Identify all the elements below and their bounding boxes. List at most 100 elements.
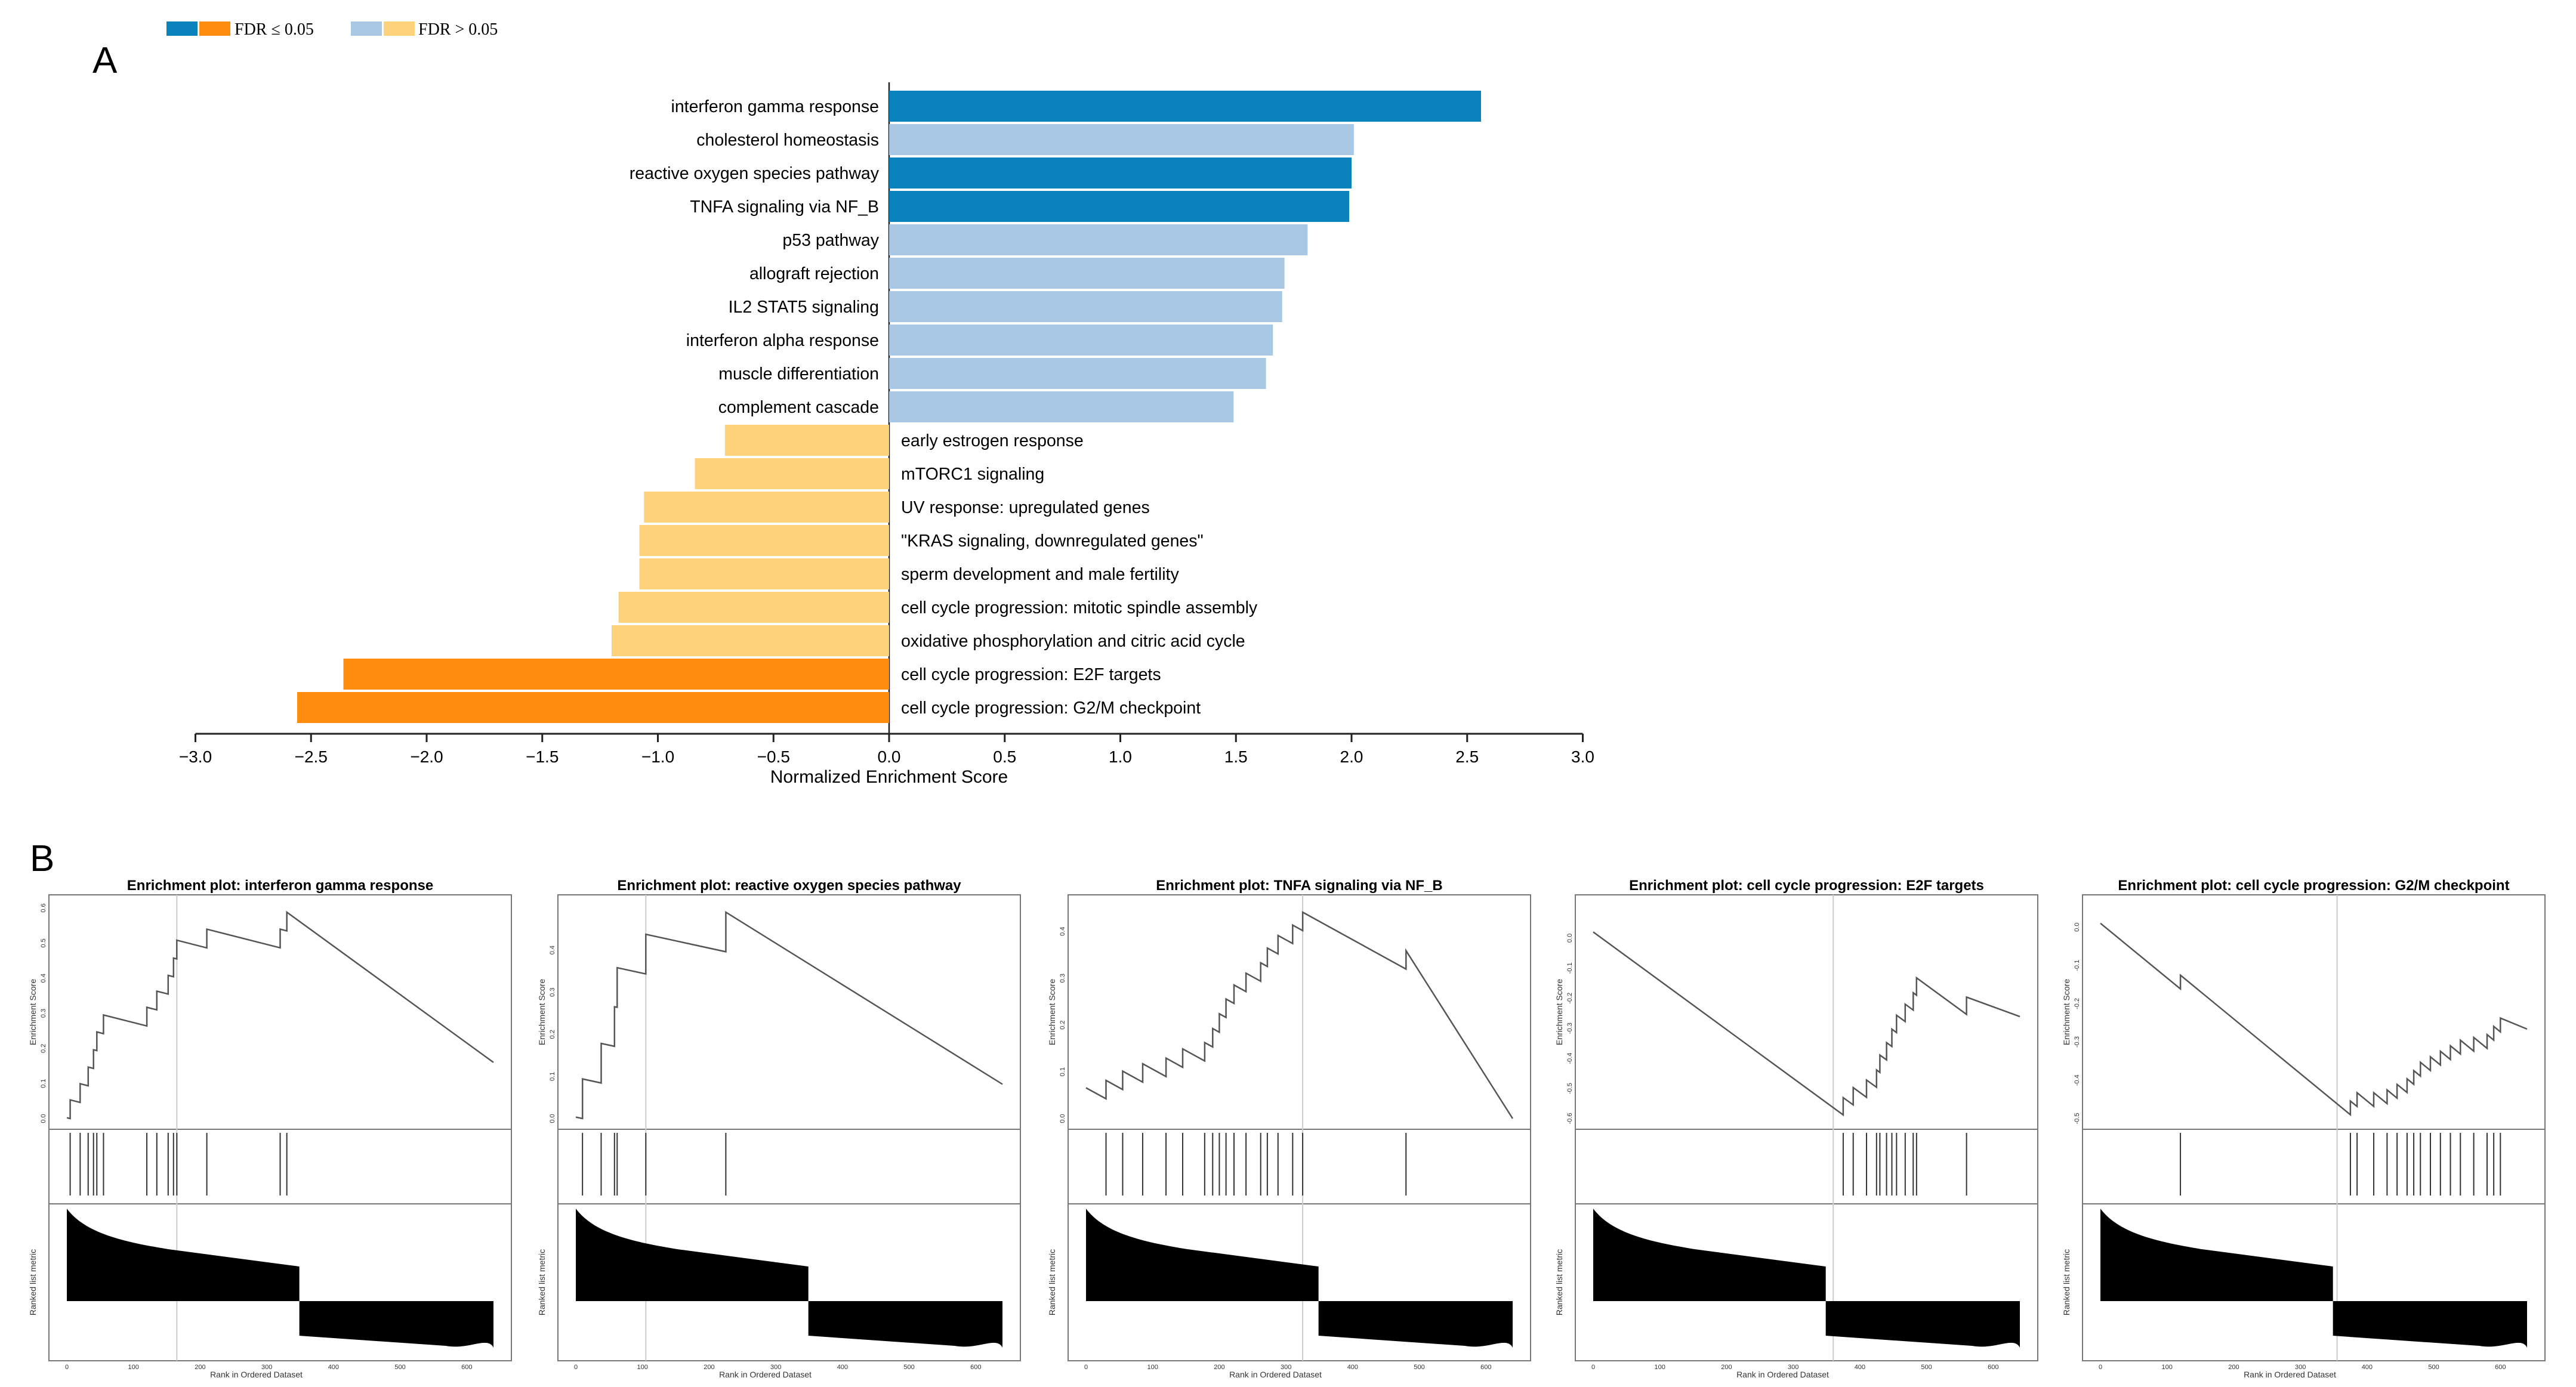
es-tick-label: 0.1: [40, 1079, 47, 1088]
enrichment-plot: Enrichment plot: cell cycle progression:…: [1554, 878, 2038, 1379]
enrichment-plot: Enrichment plot: cell cycle progression:…: [2062, 878, 2546, 1379]
ranked-metric-area: [1086, 1209, 1513, 1348]
rank-xlabel: Rank in Ordered Dataset: [2244, 1370, 2336, 1379]
bar-label: TNFA signaling via NF_B: [690, 197, 879, 217]
bar-label: "KRAS signaling, downregulated genes": [901, 532, 1204, 551]
rank-x-tick-label: 300: [770, 1364, 781, 1371]
x-tick-label: −1.5: [526, 747, 559, 766]
rank-ylabel: Ranked list metric: [28, 1249, 38, 1315]
rank-x-tick-label: 0: [1084, 1364, 1088, 1371]
bar: [889, 224, 1308, 255]
rank-x-tick-label: 600: [461, 1364, 472, 1371]
bar: [889, 291, 1282, 322]
es-frame: [2082, 894, 2546, 1130]
x-tick-label: −3.0: [179, 747, 212, 766]
rank-x-tick-label: 200: [1721, 1364, 1732, 1371]
ranked-metric-area: [2100, 1209, 2527, 1348]
hits-frame: [1068, 1129, 1531, 1204]
bar: [639, 525, 889, 556]
rank-x-tick-label: 200: [1214, 1364, 1224, 1371]
rank-x-tick-label: 200: [195, 1364, 205, 1371]
es-tick-label: 0.4: [549, 946, 556, 954]
es-tick-label: 0.2: [549, 1030, 556, 1039]
es-tick-label: 0.3: [40, 1009, 47, 1018]
rank-x-tick-label: 600: [2495, 1364, 2506, 1371]
rank-x-tick-label: 300: [261, 1364, 272, 1371]
x-tick-label: 1.5: [1224, 747, 1248, 766]
es-ylabel: Enrichment Score: [537, 979, 547, 1045]
rank-x-tick-label: 400: [837, 1364, 848, 1371]
bar-label: UV response: upregulated genes: [901, 498, 1150, 517]
es-tick-label: -0.2: [1566, 993, 1574, 1004]
rank-x-tick-label: 0: [574, 1364, 578, 1371]
plot-title: Enrichment plot: interferon gamma respon…: [127, 878, 433, 894]
rank-x-tick-label: 500: [903, 1364, 914, 1371]
rank-x-tick-label: 0: [65, 1364, 69, 1371]
es-tick-label: -0.4: [2074, 1074, 2081, 1086]
rank-ylabel: Ranked list metric: [537, 1249, 547, 1315]
rank-frame: [1575, 1203, 2038, 1361]
rank-x-tick-label: 500: [1414, 1364, 1424, 1371]
es-curve: [1085, 910, 1514, 1119]
es-ylabel: Enrichment Score: [1047, 979, 1057, 1045]
legend-swatch-neg-nonsig: [384, 21, 415, 36]
rank-x-tick-label: 100: [1655, 1364, 1665, 1371]
es-frame: [1068, 894, 1531, 1130]
bar: [695, 458, 889, 489]
rank-x-tick-label: 400: [1855, 1364, 1865, 1371]
panel-b-letter: B: [30, 838, 54, 879]
bar-label: p53 pathway: [782, 231, 879, 250]
rank-frame: [1068, 1203, 1531, 1361]
es-tick-label: 0.0: [2074, 922, 2081, 931]
es-ylabel: Enrichment Score: [1554, 979, 1564, 1045]
rank-x-tick-label: 0: [1591, 1364, 1595, 1371]
rank-xlabel: Rank in Ordered Dataset: [719, 1370, 812, 1379]
rank-ylabel: Ranked list metric: [2062, 1249, 2071, 1315]
hits-frame: [557, 1129, 1021, 1204]
bar: [644, 492, 889, 523]
bar: [724, 425, 889, 456]
x-tick-label: 2.0: [1340, 747, 1363, 766]
legend-swatch-neg-sig: [199, 21, 230, 36]
rank-x-tick-label: 400: [1347, 1364, 1358, 1371]
bar-label: interferon alpha response: [686, 331, 879, 350]
rank-x-tick-label: 500: [1921, 1364, 1932, 1371]
rank-frame: [2082, 1203, 2546, 1361]
hits-frame: [1575, 1129, 2038, 1204]
x-tick-label: −0.5: [757, 747, 790, 766]
panel-a-letter: A: [92, 40, 118, 81]
bar-label: early estrogen response: [901, 431, 1084, 450]
rank-x-tick-label: 100: [637, 1364, 648, 1371]
rank-ylabel: Ranked list metric: [1554, 1249, 1564, 1315]
es-tick-label: 0.0: [1566, 934, 1574, 943]
es-tick-label: 0.4: [40, 974, 47, 983]
bar: [889, 325, 1273, 356]
legend-swatch-pos-nonsig: [351, 21, 382, 36]
rank-x-tick-label: 100: [128, 1364, 139, 1371]
enrichment-plot: Enrichment plot: reactive oxygen species…: [537, 878, 1021, 1379]
bar-label: sperm development and male fertility: [901, 565, 1179, 584]
es-tick-label: -0.1: [1566, 962, 1574, 974]
es-tick-label: 0.4: [1059, 927, 1066, 936]
bar: [889, 157, 1352, 189]
legend-label-nonsig: FDR > 0.05: [418, 20, 498, 39]
plot-title: Enrichment plot: cell cycle progression:…: [1629, 878, 1984, 894]
rank-x-tick-label: 100: [1147, 1364, 1158, 1371]
es-tick-label: -0.1: [2074, 960, 2081, 971]
bar: [889, 124, 1354, 155]
es-curve: [66, 910, 494, 1120]
x-tick-label: −2.0: [410, 747, 443, 766]
rank-frame: [557, 1203, 1021, 1361]
bar-label: cell cycle progression: G2/M checkpoint: [901, 699, 1201, 718]
rank-x-tick-label: 600: [1988, 1364, 1998, 1371]
es-tick-label: 0.1: [549, 1072, 556, 1081]
es-tick-label: -0.4: [1566, 1053, 1574, 1064]
rank-x-tick-label: 400: [328, 1364, 339, 1371]
es-tick-label: 0.3: [549, 988, 556, 997]
bar-label: muscle differentiation: [718, 364, 879, 384]
x-axis-title: Normalized Enrichment Score: [770, 767, 1008, 787]
bar: [297, 692, 889, 723]
es-curve: [575, 910, 1003, 1120]
enrichment-plot: Enrichment plot: TNFA signaling via NF_B…: [1047, 878, 1531, 1379]
